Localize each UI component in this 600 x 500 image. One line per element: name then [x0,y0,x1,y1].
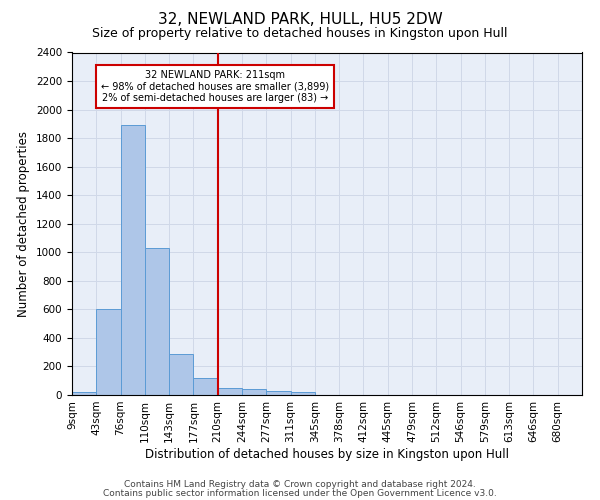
Bar [121,126,145,395]
Bar [145,248,169,395]
Y-axis label: Number of detached properties: Number of detached properties [17,130,31,317]
Bar [72,392,96,395]
Bar [290,392,315,395]
Bar [169,354,193,395]
Bar [218,388,242,395]
Text: Contains public sector information licensed under the Open Government Licence v3: Contains public sector information licen… [103,488,497,498]
Bar [242,388,266,395]
Text: Contains HM Land Registry data © Crown copyright and database right 2024.: Contains HM Land Registry data © Crown c… [124,480,476,489]
Bar [193,378,218,395]
Bar [96,310,121,395]
Bar [266,390,290,395]
Text: 32 NEWLAND PARK: 211sqm
← 98% of detached houses are smaller (3,899)
2% of semi-: 32 NEWLAND PARK: 211sqm ← 98% of detache… [101,70,329,103]
Text: 32, NEWLAND PARK, HULL, HU5 2DW: 32, NEWLAND PARK, HULL, HU5 2DW [158,12,442,28]
Text: Size of property relative to detached houses in Kingston upon Hull: Size of property relative to detached ho… [92,28,508,40]
X-axis label: Distribution of detached houses by size in Kingston upon Hull: Distribution of detached houses by size … [145,448,509,460]
